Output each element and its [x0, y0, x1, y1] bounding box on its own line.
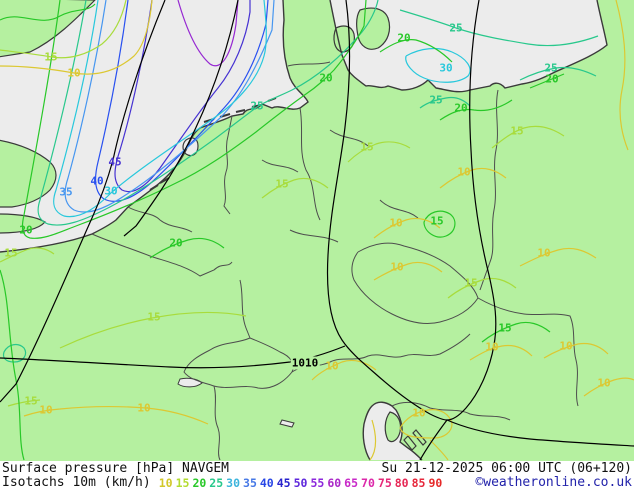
datetime-label: Su 21-12-2025 06:00 UTC (06+120) [381, 460, 632, 476]
isotach-10-nw [0, 0, 153, 75]
scale-value: 55 [310, 475, 325, 490]
legend-bar: Surface pressure [hPa] NAVGEM Su 21-12-2… [0, 461, 634, 490]
isotach-25 [37, 0, 379, 226]
scale-value: 85 [411, 475, 426, 490]
isotach-contours [0, 0, 634, 461]
adriatic-island-1 [403, 435, 417, 451]
scale-value: 20 [192, 475, 207, 490]
scale-value: 45 [276, 475, 291, 490]
isotach-30 [53, 0, 267, 218]
copyright-label: ©weatheronline.co.uk [475, 475, 632, 490]
istria-peninsula [384, 411, 402, 443]
scale-value: 75 [377, 475, 392, 490]
isotach-color-scale: 10 15 20 25 30 35 40 45 50 55 60 65 70 75 80 85 90 [159, 476, 446, 490]
scale-value: 50 [293, 475, 308, 490]
ijsselmeer [182, 137, 199, 157]
scale-value: 25 [209, 475, 224, 490]
legend-row-1: Surface pressure [hPa] NAVGEM Su 21-12-2… [0, 460, 634, 476]
map-canvas [0, 0, 634, 461]
scale-value: 60 [327, 475, 342, 490]
scale-value: 35 [243, 475, 257, 490]
scale-value: 30 [226, 475, 241, 490]
scale-value: 15 [175, 475, 190, 490]
scale-value: 65 [344, 475, 359, 490]
baltic-sea [330, 0, 607, 92]
product-label: Surface pressure [hPa] NAVGEM [2, 460, 229, 476]
isotach-50 [177, 0, 239, 67]
isotach-45 [114, 0, 251, 193]
scale-value: 80 [394, 475, 409, 490]
scale-value: 40 [259, 475, 274, 490]
north-sea [0, 0, 308, 252]
weather-map: 15 10 45 40 35 30 25 15 20 20 20 25 30 25 20 25 20 15 15 10… [0, 0, 634, 461]
isotach-20 [21, 0, 367, 239]
legend-row-2: Isotachs 10m (km/h) 10 15 20 25 30 35 40 45 50 55… [0, 475, 634, 490]
parameter-label: Isotachs 10m (km/h) [2, 475, 151, 490]
isotach-15-nw [0, 0, 127, 59]
scale-value: 70 [361, 475, 375, 490]
scotland-20 [0, 3, 96, 21]
islands [0, 0, 427, 451]
lake-constance [279, 419, 295, 428]
scotland-corner [0, 0, 96, 58]
scale-value: 90 [428, 475, 443, 490]
isotach-40 [94, 0, 269, 202]
scale-value: 10 [158, 475, 173, 490]
sea-areas [0, 0, 607, 460]
england-east [0, 139, 57, 208]
